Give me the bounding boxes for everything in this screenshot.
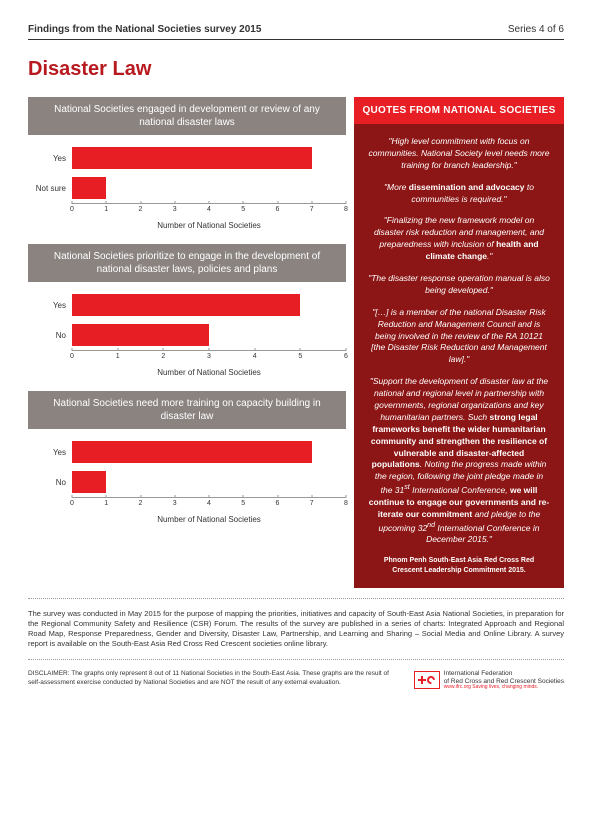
bar-label: Not sure (28, 184, 72, 193)
bar-track (72, 294, 346, 316)
tick-label: 1 (116, 353, 120, 360)
charts-column: National Societies engaged in developmen… (28, 97, 346, 588)
quote: "[…] is a member of the national Disaste… (368, 307, 550, 366)
page-header: Findings from the National Societies sur… (28, 24, 564, 40)
bar-track (72, 471, 346, 493)
bar-label: Yes (28, 301, 72, 310)
bar-track (72, 441, 346, 463)
quote: "Support the development of disaster law… (368, 376, 550, 546)
bar-label: No (28, 478, 72, 487)
tick-label: 2 (161, 353, 165, 360)
tick-label: 3 (207, 353, 211, 360)
bar-label: Yes (28, 154, 72, 163)
tick-label: 5 (241, 206, 245, 213)
x-axis: 0 1 2 3 4 5 6 7 8 (72, 203, 346, 217)
logo-url: www.ifrc.org Saving lives, changing mind… (444, 685, 564, 691)
chart-area: Yes Not sure 0 1 2 3 4 5 6 7 8 Number of National S… (28, 135, 346, 230)
footer-survey-text: The survey was conducted in May 2015 for… (28, 609, 564, 650)
quote: "Finalizing the new framework model on d… (368, 215, 550, 263)
quote: "High level commitment with focus on com… (368, 136, 550, 172)
quote: "The disaster response operation manual … (368, 273, 550, 297)
disclaimer-text: DISCLAIMER: The graphs only represent 8 … (28, 670, 402, 687)
x-axis-label: Number of National Societies (72, 515, 346, 524)
tick-label: 1 (104, 206, 108, 213)
chart-block: National Societies engaged in developmen… (28, 97, 346, 230)
chart-block: National Societies prioritize to engage … (28, 244, 346, 377)
tick-label: 7 (310, 500, 314, 507)
tick-label: 2 (139, 206, 143, 213)
bar-track (72, 177, 346, 199)
x-axis-label: Number of National Societies (72, 221, 346, 230)
tick-label: 7 (310, 206, 314, 213)
bar (72, 471, 106, 493)
quotes-body: "High level commitment with focus on com… (354, 124, 564, 588)
tick-label: 5 (298, 353, 302, 360)
bar-row: No (28, 467, 346, 497)
tick-label: 4 (253, 353, 257, 360)
header-title: Findings from the National Societies sur… (28, 24, 261, 35)
red-crescent-icon (426, 675, 437, 686)
red-cross-icon (418, 676, 426, 684)
chart-area: Yes No 0 1 2 3 4 5 6 7 8 Number of National Societi… (28, 429, 346, 524)
ifrc-logo-mark (414, 671, 440, 689)
quotes-panel: QUOTES FROM NATIONAL SOCIETIES "High lev… (354, 97, 564, 588)
divider (28, 659, 564, 660)
quote-source: Phnom Penh South-East Asia Red Cross Red… (368, 556, 550, 576)
content: National Societies engaged in developmen… (28, 97, 564, 588)
bar (72, 294, 300, 316)
tick-label: 6 (344, 353, 348, 360)
header-series: Series 4 of 6 (508, 24, 564, 35)
x-axis: 0 1 2 3 4 5 6 7 8 (72, 497, 346, 511)
chart-title: National Societies engaged in developmen… (28, 97, 346, 135)
bar-label: No (28, 331, 72, 340)
bar-row: No (28, 320, 346, 350)
ifrc-logo: International Federationof Red Cross and… (414, 670, 564, 690)
tick-label: 0 (70, 500, 74, 507)
tick-label: 6 (276, 500, 280, 507)
tick-label: 8 (344, 206, 348, 213)
tick-label: 1 (104, 500, 108, 507)
bar (72, 177, 106, 199)
quote: "More dissemination and advocacy to comm… (368, 182, 550, 206)
bar-row: Yes (28, 143, 346, 173)
disclaimer-row: DISCLAIMER: The graphs only represent 8 … (28, 670, 564, 690)
tick-label: 3 (173, 500, 177, 507)
quotes-header: QUOTES FROM NATIONAL SOCIETIES (354, 97, 564, 124)
bar-label: Yes (28, 448, 72, 457)
bar (72, 324, 209, 346)
chart-title: National Societies prioritize to engage … (28, 244, 346, 282)
bar-row: Yes (28, 437, 346, 467)
tick-label: 0 (70, 206, 74, 213)
x-axis-label: Number of National Societies (72, 368, 346, 377)
chart-block: National Societies need more training on… (28, 391, 346, 524)
main-title: Disaster Law (28, 58, 564, 81)
tick-label: 4 (207, 206, 211, 213)
x-axis: 0 1 2 3 4 5 6 (72, 350, 346, 364)
bar (72, 147, 312, 169)
tick-label: 6 (276, 206, 280, 213)
tick-label: 3 (173, 206, 177, 213)
tick-label: 2 (139, 500, 143, 507)
bar (72, 441, 312, 463)
logo-org-name: International Federationof Red Cross and… (444, 670, 564, 684)
tick-label: 8 (344, 500, 348, 507)
tick-label: 5 (241, 500, 245, 507)
chart-area: Yes No 0 1 2 3 4 5 6 Number of National Societies (28, 282, 346, 377)
tick-label: 0 (70, 353, 74, 360)
bar-track (72, 147, 346, 169)
chart-title: National Societies need more training on… (28, 391, 346, 429)
divider (28, 598, 564, 599)
tick-label: 4 (207, 500, 211, 507)
ifrc-logo-text: International Federationof Red Cross and… (444, 670, 564, 690)
bar-row: Not sure (28, 173, 346, 203)
bar-track (72, 324, 346, 346)
bar-row: Yes (28, 290, 346, 320)
